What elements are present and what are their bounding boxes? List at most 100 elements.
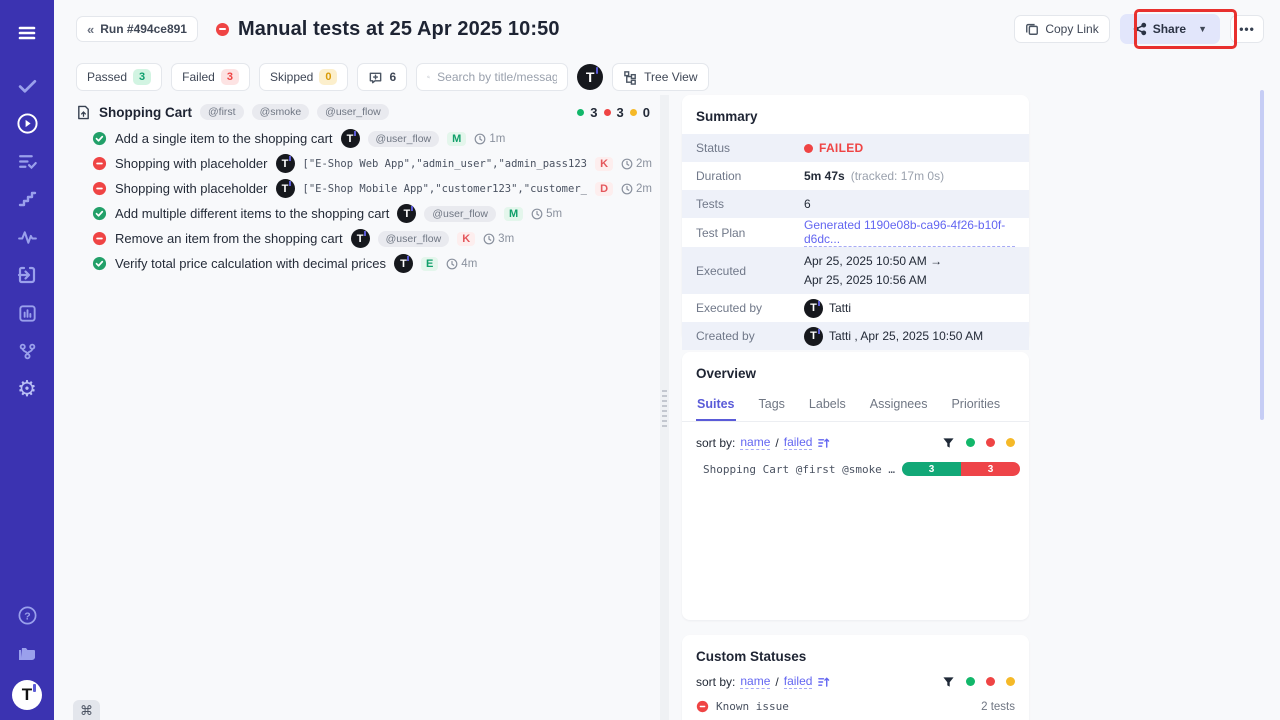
tests-count-value: 6: [804, 197, 811, 211]
test-example-data: ["E-Shop Web App","admin_user","admin_pa…: [302, 157, 588, 170]
filter-failed-dot[interactable]: [986, 677, 995, 686]
filter-skipped-dot[interactable]: [1006, 677, 1015, 686]
test-row[interactable]: Add multiple different items to the shop…: [54, 201, 660, 226]
back-to-run-button[interactable]: « Run #494ce891: [76, 16, 198, 42]
suite-tag[interactable]: @user_flow: [317, 104, 389, 120]
priority-badge: M: [447, 131, 467, 146]
passed-icon: [92, 206, 107, 221]
skipped-dot: [629, 108, 637, 116]
sort-by-name-link[interactable]: name: [740, 674, 771, 689]
tab-priorities[interactable]: Priorities: [951, 397, 1001, 411]
summary-row-created-by: Created by T Tatti , Apr 25, 2025 10:50 A…: [682, 322, 1029, 351]
filter-skipped-dot[interactable]: [1006, 438, 1015, 447]
custom-statuses-card: Custom Statuses sort by: name / failed K…: [682, 635, 1029, 720]
suite-tag[interactable]: @smoke: [251, 104, 310, 120]
test-row[interactable]: Add a single item to the shopping cart T…: [54, 126, 660, 151]
panel-resize-divider[interactable]: [660, 95, 669, 720]
sort-by-name-link[interactable]: name: [740, 435, 771, 450]
search-box[interactable]: [416, 63, 569, 91]
filter-failed-button[interactable]: Failed 3: [171, 63, 250, 91]
test-tag[interactable]: @user_flow: [367, 130, 440, 147]
priority-badge: E: [420, 256, 439, 271]
assignee-avatar[interactable]: T: [275, 179, 295, 198]
test-title: Add multiple different items to the shop…: [115, 206, 390, 221]
suite-tag[interactable]: @first: [200, 104, 244, 120]
summary-row-status: Status FAILED: [682, 134, 1029, 162]
funnel-filter-icon[interactable]: [942, 437, 955, 449]
keyboard-shortcut-badge[interactable]: ⌘: [73, 700, 100, 720]
filter-passed-dot[interactable]: [966, 677, 975, 686]
suite-header-row[interactable]: Shopping Cart @first @smoke @user_flow 3…: [54, 98, 660, 126]
custom-statuses-title: Custom Statuses: [696, 649, 807, 664]
tab-suites[interactable]: Suites: [696, 391, 736, 421]
menu-icon[interactable]: [8, 14, 46, 52]
test-row[interactable]: Verify total price calculation with deci…: [54, 251, 660, 276]
test-tag[interactable]: @user_flow: [424, 205, 496, 222]
drag-handle[interactable]: [662, 390, 667, 430]
filter-skipped-button[interactable]: Skipped 0: [258, 63, 349, 91]
sort-direction-icon[interactable]: [817, 437, 830, 449]
tree-view-button[interactable]: Tree View: [612, 63, 709, 91]
assignee-avatar[interactable]: T: [275, 154, 295, 173]
overview-sort-row: sort by: name / failed: [682, 422, 1029, 458]
pulse-icon[interactable]: [8, 218, 46, 256]
summary-row-duration: Duration 5m 47s (tracked: 17m 0s): [696, 169, 945, 183]
comment-plus-icon: [370, 72, 382, 83]
sort-direction-icon[interactable]: [817, 676, 830, 688]
list-check-icon[interactable]: [8, 142, 46, 180]
test-row[interactable]: Shopping with placeholder T ["E-Shop Web…: [54, 151, 660, 176]
test-title: Add a single item to the shopping cart: [115, 131, 333, 146]
test-plan-link[interactable]: Generated 1190e08b-ca96-4f26-b10f-d6dc..…: [804, 218, 1015, 247]
search-input[interactable]: [437, 70, 558, 84]
clock-icon: [621, 183, 633, 194]
clock-icon: [621, 158, 633, 169]
tab-labels[interactable]: Labels: [808, 397, 846, 411]
vertical-scrollbar[interactable]: [1260, 90, 1264, 420]
assignee-avatar[interactable]: T: [397, 204, 417, 223]
failed-icon: [92, 181, 107, 196]
assignee-avatar[interactable]: T: [340, 129, 360, 148]
bar-failed-segment: 3: [961, 462, 1021, 476]
sort-by-failed-link[interactable]: failed: [783, 435, 813, 450]
share-icon: [1133, 22, 1146, 36]
assignee-avatar[interactable]: T: [393, 254, 413, 273]
overview-suite-label: Shopping Cart @first @smoke …: [703, 462, 896, 476]
status-failed-dot: [804, 143, 813, 153]
funnel-filter-icon[interactable]: [942, 676, 955, 688]
tab-tags[interactable]: Tags: [758, 397, 785, 411]
test-tag[interactable]: @user_flow: [377, 230, 450, 247]
page-title: Manual tests at 25 Apr 2025 10:50: [237, 17, 560, 40]
check-icon[interactable]: [8, 66, 46, 104]
import-icon[interactable]: [8, 256, 46, 294]
steps-icon[interactable]: [8, 180, 46, 218]
comments-filter-button[interactable]: 6: [357, 63, 408, 91]
chevron-down-icon[interactable]: ▼: [1198, 24, 1207, 34]
copy-link-button[interactable]: Copy Link: [1014, 15, 1110, 43]
user-avatar-filter[interactable]: T: [577, 64, 604, 90]
report-icon[interactable]: [8, 294, 46, 332]
clock-icon: [446, 258, 458, 269]
app-logo[interactable]: T: [12, 680, 42, 710]
sort-by-failed-link[interactable]: failed: [783, 674, 813, 689]
gear-icon[interactable]: ⚙: [17, 376, 37, 401]
passed-count-badge: 3: [133, 69, 152, 85]
test-row[interactable]: Remove an item from the shopping cart T …: [54, 226, 660, 251]
executed-end: Apr 25, 2025 10:56 AM: [804, 272, 927, 287]
suite-results-bar: 3 3: [902, 462, 1021, 476]
more-actions-button[interactable]: •••: [1230, 15, 1264, 43]
share-button[interactable]: Share ▼: [1119, 14, 1220, 44]
help-icon[interactable]: ?: [8, 596, 46, 634]
tab-assignees[interactable]: Assignees: [869, 397, 928, 411]
custom-status-row[interactable]: Known issue 2 tests: [682, 695, 1029, 718]
docs-icon[interactable]: [8, 634, 46, 672]
overview-suite-row[interactable]: Shopping Cart @first @smoke … 3 3: [682, 458, 1029, 480]
assignee-avatar[interactable]: T: [350, 229, 370, 248]
overview-title: Overview: [696, 366, 757, 381]
filter-passed-button[interactable]: Passed 3: [76, 63, 163, 91]
failed-icon: [92, 231, 107, 246]
branch-icon[interactable]: [8, 332, 46, 370]
play-circle-icon[interactable]: [8, 104, 46, 142]
filter-passed-dot[interactable]: [966, 438, 975, 447]
test-row[interactable]: Shopping with placeholder T ["E-Shop Mob…: [54, 176, 660, 201]
filter-failed-dot[interactable]: [986, 438, 995, 447]
